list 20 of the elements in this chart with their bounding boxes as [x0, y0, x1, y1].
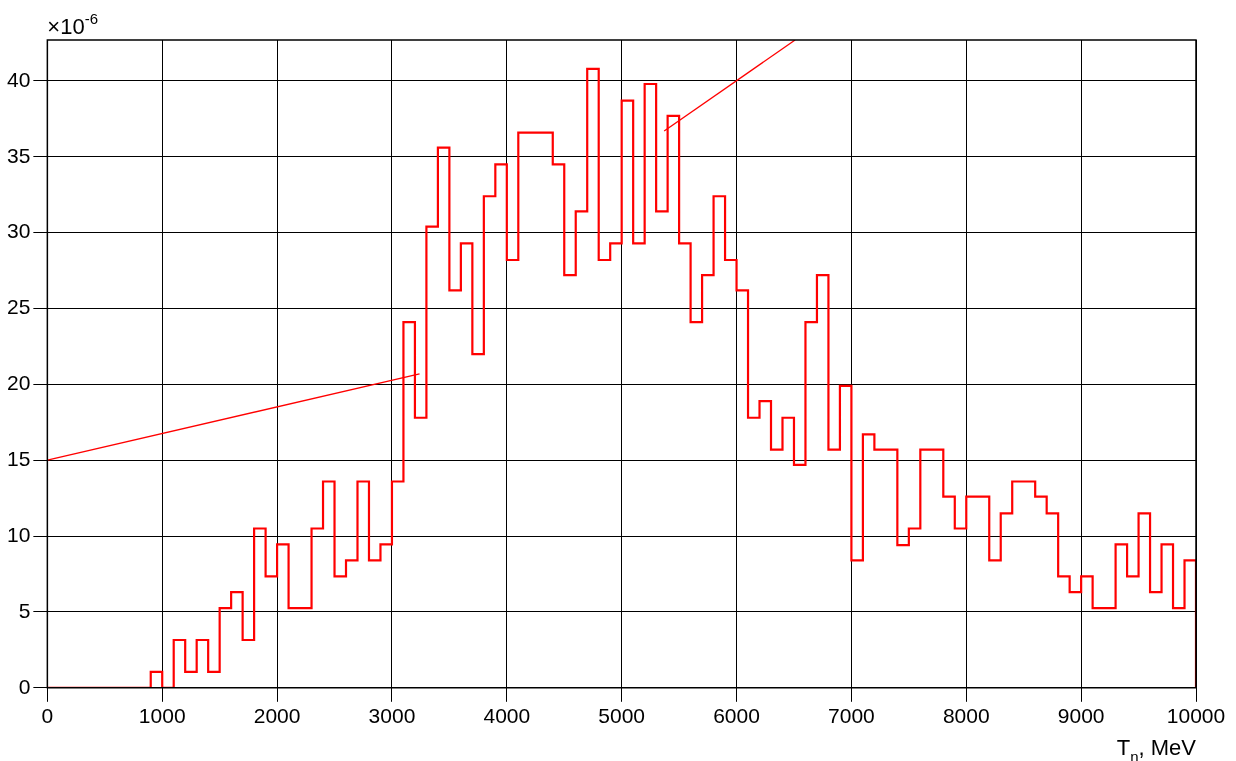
y-tick-label: 15: [7, 447, 31, 471]
x-tick-label: 9000: [1057, 704, 1105, 728]
y-tick-label: 20: [7, 371, 31, 395]
y-tick-label: 5: [18, 598, 31, 622]
y-tick-label: 35: [7, 143, 31, 167]
x-tick-label: 8000: [942, 704, 990, 728]
x-tick-label: 1000: [138, 704, 186, 728]
y-tick-label: 0: [18, 674, 31, 698]
y-tick-label: 10: [7, 522, 31, 546]
x-tick-label: 2000: [253, 704, 301, 728]
x-tick-label: 0: [41, 704, 54, 728]
y-tick-label: 40: [7, 67, 31, 91]
x-tick-label: 10000: [1166, 704, 1226, 728]
x-tick-label: 6000: [713, 704, 760, 728]
y-tick-label: 30: [7, 219, 31, 243]
y-tick-label: 25: [7, 295, 31, 319]
x-tick-label: 7000: [828, 704, 875, 728]
x-tick-label: 4000: [483, 704, 531, 728]
x-tick-label: 3000: [368, 704, 416, 728]
x-tick-label: 5000: [598, 704, 646, 728]
